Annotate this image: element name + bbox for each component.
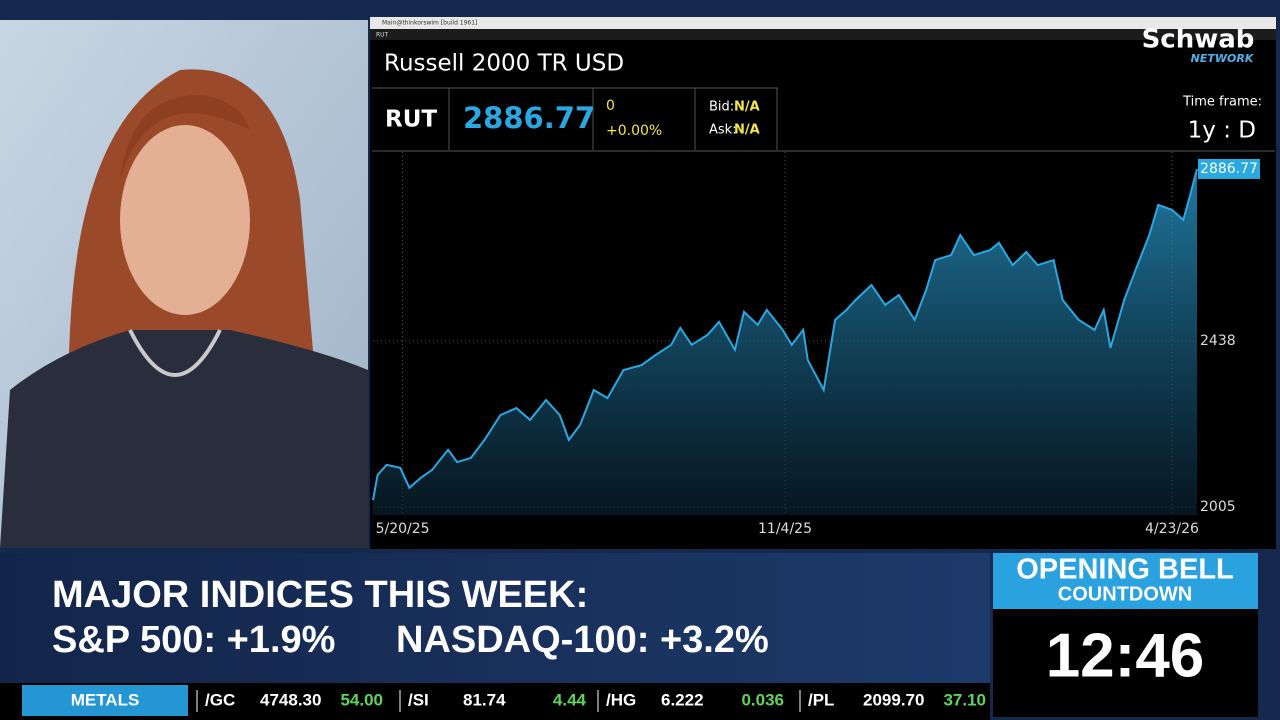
ticker-price: 81.74 <box>463 690 506 709</box>
ticker-symbol: /GC <box>205 690 235 709</box>
index-item: S&P 500: +1.9% <box>52 619 335 661</box>
ticker-symbol: /HG <box>606 690 636 709</box>
symbol-box: RUT <box>376 32 389 39</box>
x-tick-label: 11/4/25 <box>758 521 812 537</box>
y-tick-label: 2438 <box>1200 333 1236 349</box>
ticker-items: /GC 4748.30 54.00/SI 81.74 4.44/HG 6.222 0.036… <box>196 690 986 712</box>
video-feed <box>0 20 368 548</box>
timeframe-label: Time frame: <box>1182 95 1262 110</box>
bid: N/A <box>734 100 760 115</box>
countdown-title: OPENING BELL <box>1016 554 1234 586</box>
quote-dividers <box>372 87 1275 152</box>
ticker-price: 6.222 <box>661 690 704 709</box>
quote-symbol: RUT <box>385 107 437 133</box>
ticker-change: 54.00 <box>340 690 383 709</box>
window-title: Main@thinkorswim [build 1961] <box>382 20 477 27</box>
quote-change-pct: +0.00% <box>606 123 662 139</box>
bid-label: Bid: <box>709 100 734 115</box>
ask-label: Ask: <box>709 123 737 138</box>
quote-change: 0 <box>606 98 615 114</box>
brand-name: Schwab <box>1142 25 1255 55</box>
ticker-price: 4748.30 <box>260 690 321 709</box>
quote-last: 2886.77 <box>463 101 595 135</box>
brand-sub: NETWORK <box>1191 52 1255 65</box>
countdown-header <box>993 553 1258 609</box>
chart-title: Russell 2000 TR USD <box>384 51 624 77</box>
ticker-symbol: /SI <box>408 690 429 709</box>
last-value-box <box>1198 158 1260 179</box>
countdown-body <box>993 609 1258 717</box>
ask: N/A <box>734 123 760 138</box>
countdown-time: 12:46 <box>1046 621 1205 690</box>
line <box>372 168 1198 501</box>
ticker-price: 2099.70 <box>863 690 924 709</box>
timeframe: 1y : D <box>1188 118 1256 144</box>
ticker-change: 37.10 <box>943 690 986 709</box>
x-tick-label: 4/23/26 <box>1145 521 1199 537</box>
x-tick-label: 5/20/25 <box>376 521 430 537</box>
lower-third <box>0 553 990 683</box>
title-bar <box>370 17 1276 29</box>
area <box>373 169 1197 515</box>
index-item: NASDAQ-100: +3.2% <box>396 619 769 661</box>
last-value-label: 2886.77 <box>1200 161 1258 177</box>
toolbar <box>370 29 1276 40</box>
ticker-change: 4.44 <box>553 690 587 709</box>
headline: MAJOR INDICES THIS WEEK: <box>52 574 588 616</box>
ticker-change: 0.036 <box>741 690 784 709</box>
chart: 2005 2438 5/20/25 11/4/25 4/23/26 2886.77 <box>372 152 1260 537</box>
ticker-section <box>22 685 188 716</box>
ticker-symbol: /PL <box>808 690 834 709</box>
y-tick-label: 2005 <box>1200 499 1236 515</box>
countdown-subtitle: COUNTDOWN <box>1058 583 1192 605</box>
ticker-section-label: METALS <box>71 690 140 709</box>
